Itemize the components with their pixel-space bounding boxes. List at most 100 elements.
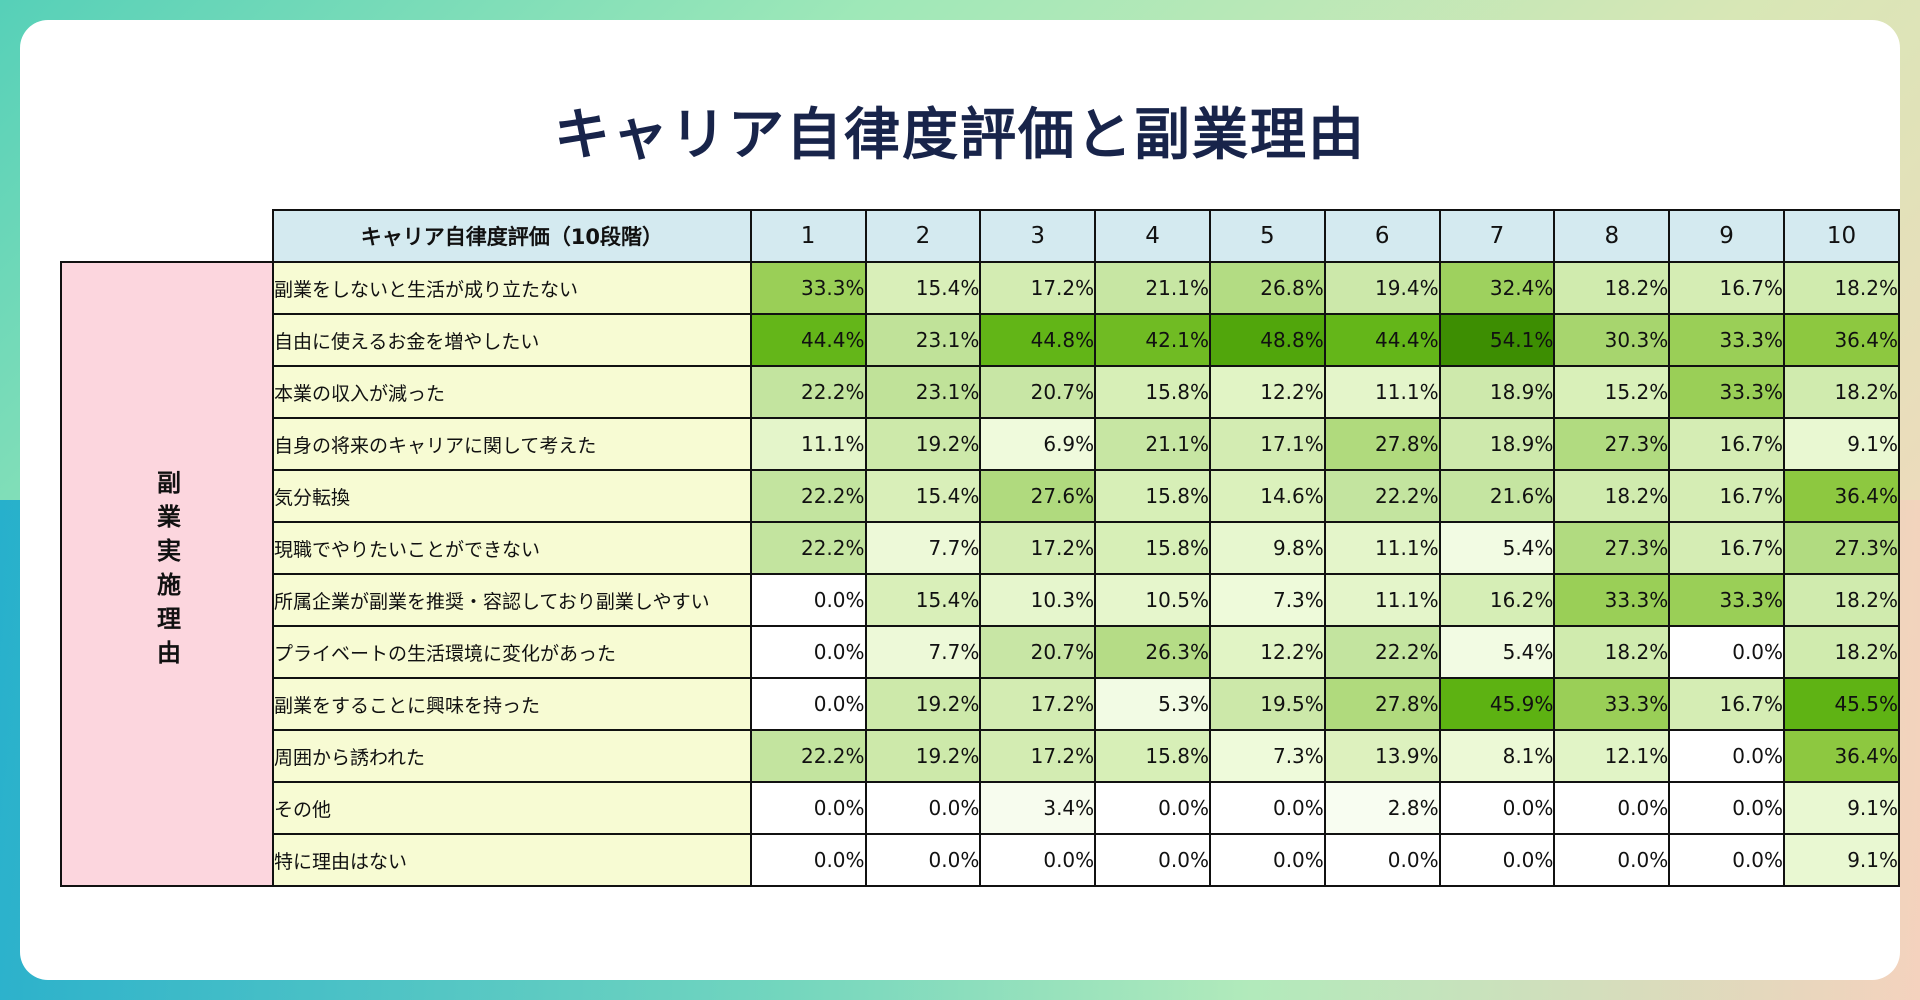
column-header-3: 3 bbox=[979, 209, 1097, 263]
heatmap-cell: 20.7% bbox=[979, 365, 1097, 419]
heatmap-cell: 22.2% bbox=[1323, 469, 1441, 523]
heatmap-cell: 54.1% bbox=[1438, 313, 1556, 367]
heatmap-cell: 22.2% bbox=[749, 521, 867, 575]
heatmap-cell: 10.5% bbox=[1094, 573, 1211, 627]
row-label: 所属企業が副業を推奨・容認しており副業しやすい bbox=[272, 573, 752, 627]
heatmap-cell: 16.7% bbox=[1668, 261, 1786, 315]
heatmap-cell: 17.2% bbox=[979, 261, 1097, 315]
heatmap-cell: 15.4% bbox=[864, 261, 982, 315]
heatmap-body: 副業実施理由 副業をしないと生活が成り立たない 33.3% 15.4% 17.2% 21.… bbox=[60, 261, 1900, 887]
table-row: プライベートの生活環境に変化があった 0.0% 7.7% 20.7% 26.3% 12.2… bbox=[61, 625, 1900, 679]
heatmap-cell: 33.3% bbox=[1668, 573, 1786, 627]
column-header-label: キャリア自律度評価（10段階） bbox=[272, 209, 752, 263]
heatmap-cell: 18.9% bbox=[1438, 417, 1556, 471]
heatmap-cell: 0.0% bbox=[1208, 781, 1326, 835]
row-label: 気分転換 bbox=[272, 469, 752, 523]
heatmap-cell: 16.7% bbox=[1668, 469, 1786, 523]
heatmap-cell: 18.2% bbox=[1553, 625, 1671, 679]
heatmap-cell: 18.2% bbox=[1783, 261, 1900, 315]
heatmap-cell: 14.6% bbox=[1208, 469, 1326, 523]
heatmap-cell: 12.1% bbox=[1553, 729, 1671, 783]
column-header-6: 6 bbox=[1323, 209, 1441, 263]
row-label: 特に理由はない bbox=[272, 833, 752, 887]
heatmap-cell: 15.8% bbox=[1094, 365, 1211, 419]
heatmap-cell: 11.1% bbox=[1323, 521, 1441, 575]
table-row: 副業をすることに興味を持った 0.0% 19.2% 17.2% 5.3% 19.5% 27.… bbox=[61, 677, 1900, 731]
heatmap-cell: 19.5% bbox=[1208, 677, 1326, 731]
heatmap-cell: 36.4% bbox=[1783, 313, 1900, 367]
row-label: プライベートの生活環境に変化があった bbox=[272, 625, 752, 679]
heatmap-cell: 10.3% bbox=[979, 573, 1097, 627]
heatmap-cell: 33.3% bbox=[1553, 573, 1671, 627]
heatmap-cell: 7.3% bbox=[1208, 573, 1326, 627]
heatmap-cell: 16.7% bbox=[1668, 417, 1786, 471]
row-label: 周囲から誘われた bbox=[272, 729, 752, 783]
table-row: 気分転換 22.2% 15.4% 27.6% 15.8% 14.6% 22.2% 21.6% 1… bbox=[61, 469, 1900, 523]
heatmap-cell: 27.6% bbox=[979, 469, 1097, 523]
heatmap-cell: 12.2% bbox=[1208, 625, 1326, 679]
heatmap-table: キャリア自律度評価（10段階） 1 2 3 4 5 6 7 8 9 10 副業実施理由 副業をしない… bbox=[60, 209, 1900, 887]
heatmap-cell: 5.4% bbox=[1438, 625, 1556, 679]
heatmap-cell: 17.2% bbox=[979, 521, 1097, 575]
heatmap-cell: 0.0% bbox=[1553, 781, 1671, 835]
heatmap-cell: 15.4% bbox=[864, 573, 982, 627]
heatmap-cell: 15.2% bbox=[1553, 365, 1671, 419]
heatmap-cell: 15.8% bbox=[1094, 521, 1211, 575]
heatmap-cell: 27.3% bbox=[1783, 521, 1900, 575]
heatmap-cell: 44.4% bbox=[749, 313, 867, 367]
heatmap-cell: 23.1% bbox=[864, 313, 982, 367]
heatmap-cell: 36.4% bbox=[1783, 469, 1900, 523]
row-label: 自由に使えるお金を増やしたい bbox=[272, 313, 752, 367]
table-row: 所属企業が副業を推奨・容認しており副業しやすい 0.0% 15.4% 10.3% 10.… bbox=[61, 573, 1900, 627]
heatmap-cell: 22.2% bbox=[749, 729, 867, 783]
heatmap-cell: 9.1% bbox=[1783, 417, 1900, 471]
heatmap-cell: 15.4% bbox=[864, 469, 982, 523]
heatmap-cell: 22.2% bbox=[749, 365, 867, 419]
column-header-9: 9 bbox=[1668, 209, 1786, 263]
heatmap-cell: 6.9% bbox=[979, 417, 1097, 471]
heatmap-cell: 0.0% bbox=[1668, 833, 1786, 887]
column-header-4: 4 bbox=[1094, 209, 1211, 263]
heatmap-cell: 19.2% bbox=[864, 417, 982, 471]
table-row: 副業実施理由 副業をしないと生活が成り立たない 33.3% 15.4% 17.2% 21.… bbox=[60, 261, 1900, 887]
heatmap-cell: 0.0% bbox=[749, 677, 867, 731]
header-row: キャリア自律度評価（10段階） 1 2 3 4 5 6 7 8 9 10 bbox=[61, 209, 1900, 263]
corner-cell bbox=[61, 210, 273, 262]
heatmap-cell: 19.4% bbox=[1323, 261, 1441, 315]
heatmap-cell: 2.8% bbox=[1323, 781, 1441, 835]
heatmap-cell: 0.0% bbox=[1438, 781, 1556, 835]
heatmap-cell: 0.0% bbox=[1094, 781, 1211, 835]
heatmap-cell: 18.2% bbox=[1783, 625, 1900, 679]
heatmap-cell: 0.0% bbox=[979, 833, 1097, 887]
heatmap-cell: 36.4% bbox=[1783, 729, 1900, 783]
column-header-5: 5 bbox=[1208, 209, 1326, 263]
heatmap-cell: 9.1% bbox=[1783, 781, 1900, 835]
heatmap-cell: 22.2% bbox=[1323, 625, 1441, 679]
heatmap-cell: 26.8% bbox=[1208, 261, 1326, 315]
heatmap-cell: 18.9% bbox=[1438, 365, 1556, 419]
heatmap-cell: 12.2% bbox=[1208, 365, 1326, 419]
row-group-label: 副業実施理由 bbox=[152, 470, 181, 674]
heatmap-cell: 22.2% bbox=[749, 469, 867, 523]
heatmap-cell: 15.8% bbox=[1094, 729, 1211, 783]
heatmap-cell: 26.3% bbox=[1094, 625, 1211, 679]
row-group-label-cell: 副業実施理由 bbox=[60, 261, 274, 887]
heatmap-cell: 17.1% bbox=[1208, 417, 1326, 471]
heatmap-cell: 7.7% bbox=[864, 625, 982, 679]
row-label: 自身の将来のキャリアに関して考えた bbox=[272, 417, 752, 471]
page-title: キャリア自律度評価と副業理由 bbox=[554, 103, 1366, 168]
heatmap-cell: 17.2% bbox=[979, 729, 1097, 783]
heatmap-cell: 15.8% bbox=[1094, 469, 1211, 523]
heatmap-cell: 27.3% bbox=[1553, 521, 1671, 575]
heatmap-cell: 16.2% bbox=[1438, 573, 1556, 627]
heatmap-cell: 30.3% bbox=[1553, 313, 1671, 367]
table-row: 特に理由はない 0.0% 0.0% 0.0% 0.0% 0.0% 0.0% 0.0% 0.0% 0… bbox=[61, 833, 1900, 887]
table-row: 現職でやりたいことができない 22.2% 7.7% 17.2% 15.8% 9.8% 11.… bbox=[61, 521, 1900, 575]
heatmap-cell: 0.0% bbox=[1094, 833, 1211, 887]
heatmap-cell: 0.0% bbox=[749, 573, 867, 627]
table-row: 周囲から誘われた 22.2% 19.2% 17.2% 15.8% 7.3% 13.9% 8.1… bbox=[61, 729, 1900, 783]
heatmap-cell: 0.0% bbox=[1668, 729, 1786, 783]
heatmap-cell: 18.2% bbox=[1553, 469, 1671, 523]
heatmap-cell: 3.4% bbox=[979, 781, 1097, 835]
heatmap-cell: 45.5% bbox=[1783, 677, 1900, 731]
